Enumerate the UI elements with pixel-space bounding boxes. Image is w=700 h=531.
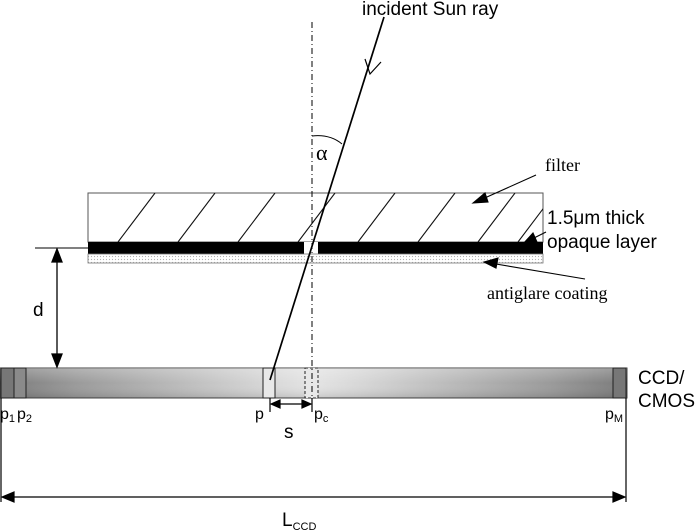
antiglare-leader bbox=[489, 262, 586, 280]
s-dimension bbox=[269, 398, 313, 412]
opaque-layer-label-line1: 1.5μm thick bbox=[547, 208, 645, 229]
opaque-leader-head bbox=[521, 232, 538, 245]
lccd-dimension bbox=[0, 398, 627, 503]
filter-leader bbox=[477, 174, 537, 202]
pixel-2 bbox=[13, 367, 27, 399]
shift-label: s bbox=[284, 422, 294, 443]
antiglare-leader-head bbox=[482, 257, 499, 269]
pixel-2-label: p2 bbox=[17, 406, 32, 425]
sensor-label-line2: CMOS bbox=[638, 391, 695, 412]
pixel-M bbox=[612, 367, 627, 399]
distance-label: d bbox=[33, 300, 44, 321]
opaque-layer-label-line2: opaque layer bbox=[547, 232, 658, 253]
incident-ray-label: incident Sun ray bbox=[362, 0, 499, 20]
filter-label: filter bbox=[545, 155, 580, 175]
antiglare-label: antiglare coating bbox=[487, 283, 607, 303]
angle-arc bbox=[311, 135, 343, 145]
filter-leader-head bbox=[471, 192, 489, 204]
angle-label: α bbox=[316, 140, 328, 165]
ray-direction-arrow bbox=[364, 58, 382, 76]
d-dimension-arrow bbox=[51, 247, 63, 369]
pixel-c-label: pc bbox=[314, 406, 329, 425]
opaque-layer bbox=[88, 242, 543, 254]
incident-ray bbox=[269, 16, 385, 381]
pixel-M-label: pM bbox=[605, 406, 623, 425]
sensor-label-line1: CCD/ bbox=[638, 368, 685, 389]
pixel-1 bbox=[0, 367, 15, 399]
length-label: LCCD bbox=[282, 510, 316, 531]
pixel-c bbox=[304, 367, 319, 399]
filter-hatching bbox=[117, 193, 543, 242]
pixel-i-label: p bbox=[255, 406, 264, 423]
antiglare-coating-layer bbox=[87, 253, 544, 264]
pixel-1-label: p1 bbox=[0, 406, 15, 425]
